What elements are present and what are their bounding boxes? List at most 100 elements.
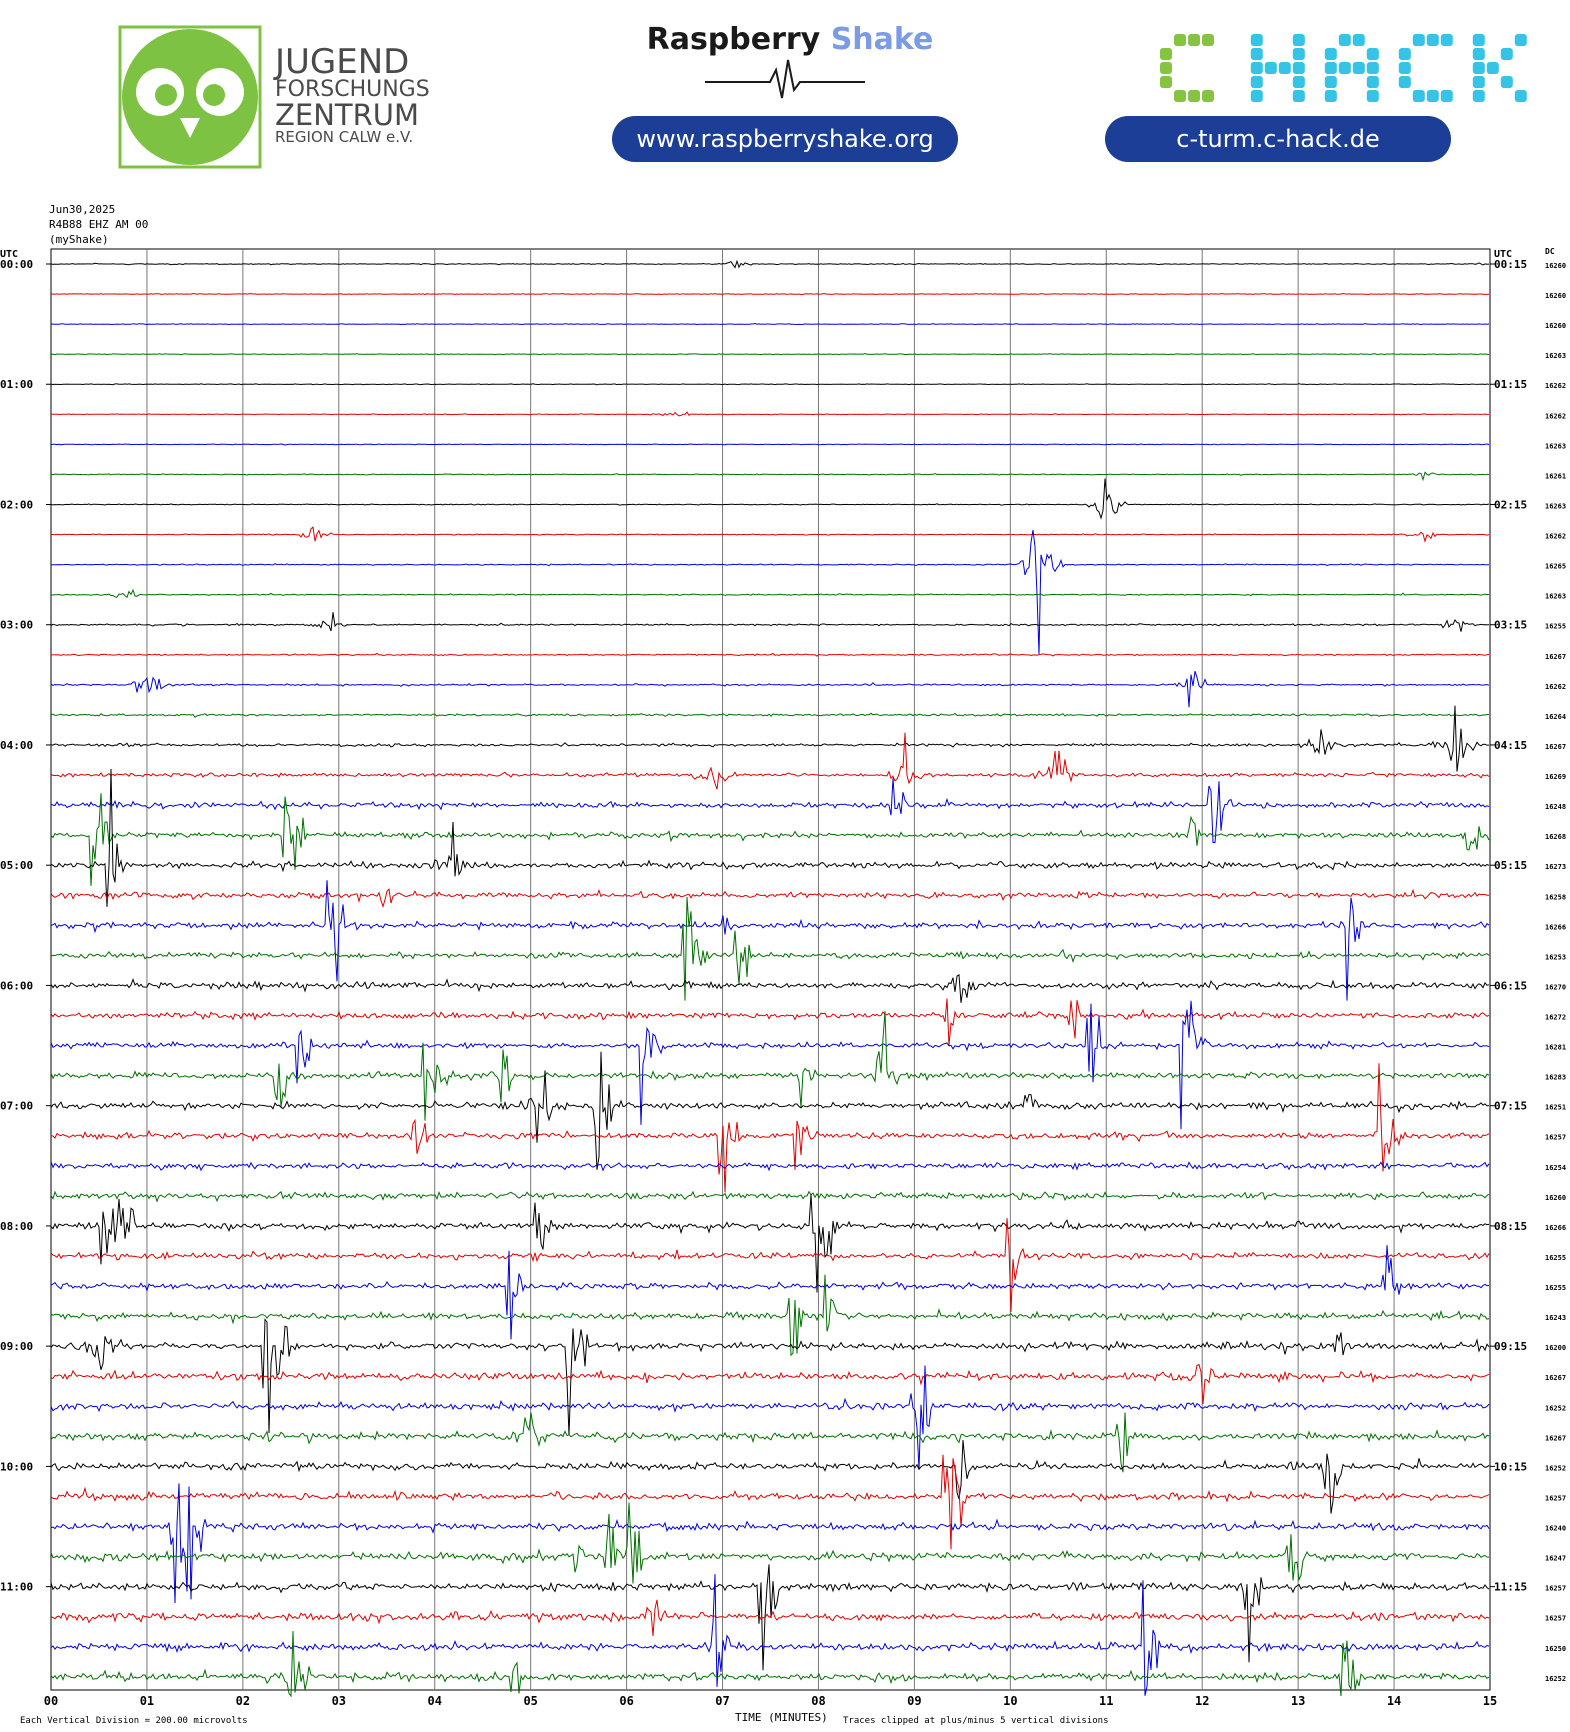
chack-logo-dot: [1398, 62, 1411, 74]
x-tick-label: 08: [811, 1694, 825, 1708]
left-time-label: 03:00: [0, 619, 33, 632]
left-time-label: 08:00: [0, 1220, 33, 1233]
dc-offset-label: 16262: [1545, 533, 1566, 541]
trace-row: [50, 292, 1490, 296]
trace-row: [50, 478, 1490, 520]
right-utc-header: UTC: [1494, 249, 1512, 260]
raspberryshake-url-link[interactable]: www.raspberryshake.org: [612, 116, 958, 162]
dc-offset-label: 16273: [1545, 863, 1566, 871]
chack-logo-dot: [1160, 62, 1172, 74]
dc-offset-label: 16243: [1545, 1314, 1566, 1322]
jfz-logo-text: JUGEND FORSCHUNGS ZENTRUM REGION CALW e.…: [275, 45, 430, 145]
dc-offset-label: 16262: [1545, 683, 1566, 691]
x-tick-label: 13: [1291, 1694, 1305, 1708]
trace-row: [50, 1502, 1490, 1584]
trace-row: [50, 612, 1490, 632]
dc-offset-label: 16247: [1545, 1555, 1566, 1563]
dc-offset-label: 16283: [1545, 1074, 1566, 1082]
right-time-label: 10:15: [1494, 1460, 1527, 1473]
left-time-label: 07:00: [0, 1100, 33, 1113]
trace-row: [50, 1063, 1490, 1193]
dc-offset-label: 16267: [1545, 653, 1566, 661]
dc-offset-label: 16200: [1545, 1344, 1566, 1352]
trace-row: [50, 1000, 1490, 1130]
trace-row: [50, 1574, 1490, 1696]
dc-offset-label: 16267: [1545, 1434, 1566, 1442]
chack-logo-dot: [1292, 48, 1305, 60]
plot-frame: [50, 248, 1491, 1691]
dc-offset-label: 16257: [1545, 1585, 1566, 1593]
dc-offset-label: 16260: [1545, 322, 1566, 330]
chack-logo-dot: [1324, 48, 1337, 60]
trace-row: [50, 588, 1490, 599]
chack-url-link[interactable]: c-turm.c-hack.de: [1105, 116, 1451, 162]
clipping-note: Traces clipped at plus/minus 5 vertical …: [843, 1716, 1109, 1726]
chack-logo-dot: [1324, 62, 1337, 74]
trace-row: [50, 529, 1489, 655]
chack-logo-dot: [1292, 62, 1305, 74]
chart-date: Jun30,2025: [49, 203, 116, 216]
dc-offset-label: 16252: [1545, 1675, 1566, 1683]
trace-row: [50, 322, 1490, 326]
trace-row: [50, 1051, 1490, 1170]
trace-row: [50, 1365, 1490, 1470]
trace-row: [50, 1218, 1490, 1312]
trace-row: [50, 671, 1490, 708]
dc-offset-label: 16268: [1545, 833, 1566, 841]
dc-offset-label: 16255: [1545, 1254, 1566, 1262]
x-tick-label: 06: [619, 1694, 633, 1708]
trace-row: [50, 705, 1490, 772]
x-tick-label: 03: [332, 1694, 346, 1708]
chack-logo-dot: [1278, 62, 1291, 74]
dc-offset-label: 16270: [1545, 983, 1566, 991]
chack-logo-dot: [1250, 90, 1263, 102]
dc-offset-label: 16264: [1545, 713, 1566, 721]
chack-logo-dot: [1426, 90, 1439, 102]
dc-offset-label: 16254: [1545, 1164, 1566, 1172]
header-logos: [118, 25, 1527, 169]
dc-offset-label: 16266: [1545, 923, 1566, 931]
chack-logo-dot: [1292, 34, 1305, 46]
trace-row: [50, 732, 1490, 790]
trace-row: [50, 1194, 1490, 1293]
dc-offset-label: 16250: [1545, 1645, 1566, 1653]
chack-logo-dot: [1366, 48, 1379, 60]
chack-logo-dot: [1472, 76, 1485, 88]
chack-logo-dot: [1324, 90, 1337, 102]
dc-offset-label: 16267: [1545, 1374, 1566, 1382]
chack-logo-dot: [1264, 62, 1277, 74]
chack-logo-dot: [1250, 62, 1263, 74]
station-id: R4B88 EHZ AM 00: [49, 218, 149, 231]
left-time-label: 09:00: [0, 1340, 33, 1353]
jfz-line-3: ZENTRUM: [275, 98, 419, 132]
dc-offset-label: 16257: [1545, 1615, 1566, 1623]
trace-row: [50, 259, 1490, 269]
dc-offset-label: 16255: [1545, 623, 1566, 631]
dc-header: DC: [1545, 247, 1555, 256]
trace-row: [50, 896, 1490, 1001]
dc-offset-label: 16260: [1545, 292, 1566, 300]
dc-offset-label: 16266: [1545, 1224, 1566, 1232]
chack-logo-dot: [1250, 76, 1263, 88]
network-name: (myShake): [49, 233, 109, 246]
jfz-line-2: FORSCHUNGS: [275, 77, 430, 102]
dc-offset-label: 16248: [1545, 803, 1566, 811]
chack-logo-dot: [1398, 76, 1411, 88]
chack-logo-dot: [1412, 90, 1425, 102]
dc-offset-label: 16263: [1545, 502, 1566, 510]
right-time-label: 04:15: [1494, 739, 1527, 752]
trace-row: [50, 1412, 1490, 1473]
jfz-line-1: JUGEND: [275, 42, 410, 82]
chack-logo-dot: [1412, 34, 1425, 46]
trace-row: [50, 768, 1490, 907]
trace-row: [50, 998, 1490, 1046]
x-tick-label: 02: [236, 1694, 250, 1708]
chack-logo-dot: [1174, 90, 1186, 102]
dc-offset-label: 16257: [1545, 1494, 1566, 1502]
x-tick-label: 11: [1099, 1694, 1113, 1708]
trace-row: [50, 1363, 1490, 1405]
chack-logo-dot: [1440, 90, 1453, 102]
chack-logo-dot: [1352, 34, 1365, 46]
trace-row: [50, 778, 1490, 843]
